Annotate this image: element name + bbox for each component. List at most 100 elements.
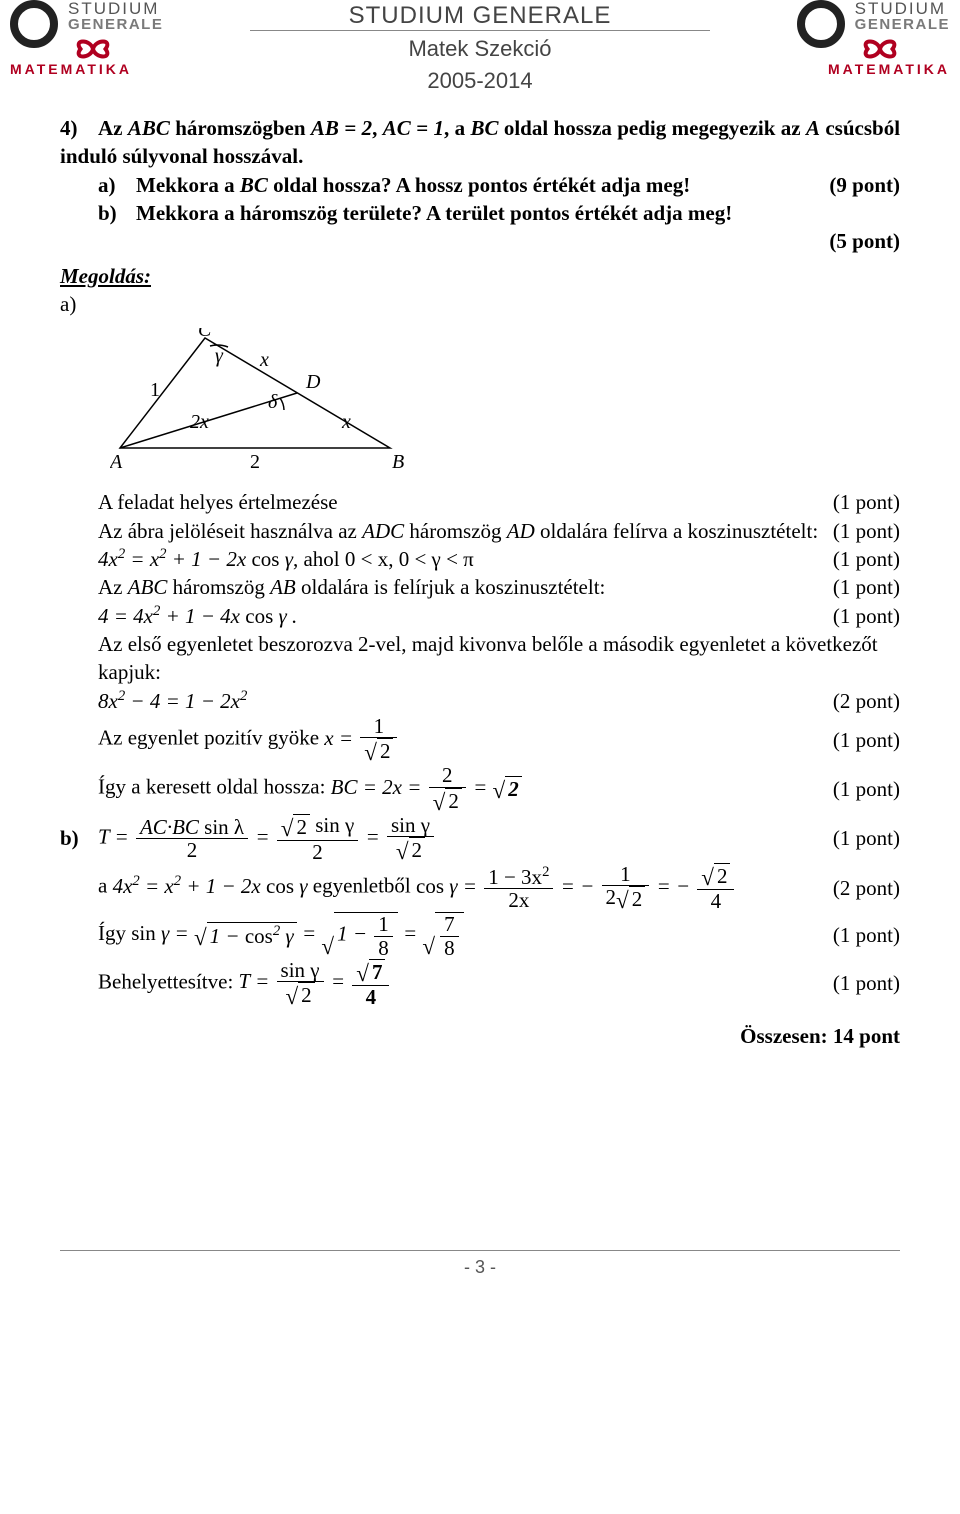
points-b: (5 pont)	[60, 227, 900, 255]
v: ADC	[362, 519, 404, 543]
v: ABC	[128, 116, 170, 140]
t: háromszög	[167, 575, 270, 599]
lbl-xt: x	[259, 349, 269, 371]
t: Az ABC háromszög AB oldalára is felírjuk…	[98, 573, 813, 601]
t: Így sin γ = √ 1 − cos2 γ = √ 1 − 1 8 = √…	[98, 912, 813, 958]
t: Behelyettesítve: T = sin γ √ 2 = √7 4	[98, 959, 813, 1008]
t: Az	[98, 116, 128, 140]
v: ABC	[128, 575, 168, 599]
line-10: b) T = AC·BC sin λ 2 = √ 2 sin γ 2 = sin…	[60, 814, 900, 863]
pts: (1 pont)	[813, 488, 900, 516]
matek-right: MATEMATIKA	[828, 60, 950, 79]
t: Mekkora a háromszög területe? A terület …	[136, 201, 732, 225]
line-3: 4x2 = x2 + 1 − 2x cos γ, ahol 0 < x, 0 <…	[98, 545, 900, 573]
header-title-3: 2005-2014	[60, 66, 900, 96]
t: Mekkora a	[136, 173, 240, 197]
pts: (1 pont)	[813, 602, 900, 630]
page-header: STUDIUM GENERALE Matek Szekció 2005-2014…	[60, 0, 900, 110]
pts: (1 pont)	[813, 969, 900, 997]
v: A	[806, 116, 820, 140]
t: a	[98, 874, 113, 898]
t: Behelyettesítve:	[98, 969, 239, 993]
part-a-label: a)	[60, 290, 900, 318]
t: , a	[444, 116, 470, 140]
triangle-figure: A B C D 1 2 2x x x γ δ	[110, 328, 900, 478]
eq: AC = 1	[383, 116, 444, 140]
lbl-A: A	[110, 451, 123, 473]
line-8: Az egyenlet pozitív gyöke x = 1 √ 2 (1 p…	[98, 715, 900, 764]
pts: (1 pont)	[813, 573, 900, 601]
brand-right: STUDIUM GENERALE	[855, 0, 950, 62]
logo-right: STUDIUM GENERALE	[797, 0, 950, 62]
lbl-2: 2	[250, 451, 260, 473]
solution-body: A feladat helyes értelmezése (1 pont) Az…	[60, 488, 900, 813]
header-title-2: Matek Szekció	[60, 34, 900, 64]
t: Az egyenlet pozitív gyöke	[98, 726, 324, 750]
v: BC	[470, 116, 498, 140]
line-4: Az ABC háromszög AB oldalára is felírjuk…	[98, 573, 900, 601]
lbl-xb: x	[341, 411, 351, 433]
lbl-2x: 2x	[190, 411, 209, 433]
header-title-1: STUDIUM GENERALE	[60, 0, 900, 32]
ring-icon	[10, 0, 58, 48]
problem-statement: 4)Az ABC háromszögben AB = 2, AC = 1, a …	[60, 114, 900, 256]
brand-line-1: STUDIUM	[68, 0, 163, 17]
pts: (2 pont)	[813, 874, 900, 902]
t: A feladat helyes értelmezése	[98, 488, 813, 516]
b-label: b)	[60, 824, 98, 852]
pts: (2 pont)	[813, 687, 900, 715]
brand-line-2: GENERALE	[855, 17, 950, 32]
t: háromszögben	[170, 116, 311, 140]
brand-left: STUDIUM GENERALE	[68, 0, 163, 62]
page: STUDIUM GENERALE Matek Szekció 2005-2014…	[0, 0, 960, 1320]
logo-left: STUDIUM GENERALE	[10, 0, 163, 62]
problem-a: a)Mekkora a BC oldal hossza? A hossz pon…	[60, 171, 900, 199]
line-6: Az első egyenletet beszorozva 2-vel, maj…	[98, 630, 900, 687]
t: , ahol 0 < x, 0 < γ < π	[293, 547, 474, 571]
lbl-B: B	[392, 451, 404, 473]
solution-heading: Megoldás:	[60, 262, 900, 290]
t: a 4x2 = x2 + 1 − 2x cos γ egyenletből co…	[98, 863, 813, 912]
total-points: Összesen: 14 pont	[98, 1022, 900, 1050]
pts: (1 pont)	[813, 726, 900, 754]
v: AB	[270, 575, 296, 599]
t: Így a keresett oldal hossza: BC = 2x = 2…	[98, 764, 813, 813]
t: oldalára is felírjuk a koszinusztételt:	[296, 575, 606, 599]
v: BC	[240, 173, 268, 197]
line-13: Behelyettesítve: T = sin γ √ 2 = √7 4 (1…	[98, 959, 900, 1008]
infinity-icon	[68, 36, 118, 62]
t: egyenletből	[313, 874, 416, 898]
t: háromszög	[404, 519, 507, 543]
t: oldal hossza pedig megegyezik az	[498, 116, 806, 140]
problem-b: b)Mekkora a háromszög területe? A terüle…	[60, 199, 900, 227]
pts: (1 pont)	[813, 921, 900, 949]
pts: (1 pont)	[813, 545, 900, 573]
pts: (1 pont)	[813, 824, 900, 852]
eq: 8x2 − 4 = 1 − 2x2	[98, 687, 813, 715]
line-2: Az ábra jelöléseit használva az ADC háro…	[98, 517, 900, 545]
eq: 4x2 = x2 + 1 − 2x cos γ, ahol 0 < x, 0 <…	[98, 545, 813, 573]
line-7: 8x2 − 4 = 1 − 2x2 (2 pont)	[98, 687, 900, 715]
page-footer: - 3 -	[60, 1250, 900, 1279]
problem-number: 4)	[60, 114, 98, 142]
lbl-1: 1	[150, 379, 160, 401]
brand-line-2: GENERALE	[68, 17, 163, 32]
matek-left: MATEMATIKA	[10, 60, 132, 79]
lbl-C: C	[198, 328, 212, 341]
gamma: γ	[215, 345, 224, 367]
line-11: a 4x2 = x2 + 1 − 2x cos γ egyenletből co…	[98, 863, 900, 912]
eq: 4 = 4x2 + 1 − 4x cos γ .	[98, 602, 813, 630]
ring-icon	[797, 0, 845, 48]
lbl-D: D	[305, 371, 321, 393]
t: Az ábra jelöléseit használva az	[98, 519, 362, 543]
line-1: A feladat helyes értelmezése (1 pont)	[98, 488, 900, 516]
solution-b: a 4x2 = x2 + 1 − 2x cos γ egyenletből co…	[60, 863, 900, 1050]
t: Az	[98, 575, 128, 599]
pts: (1 pont)	[833, 517, 900, 545]
line-9: Így a keresett oldal hossza: BC = 2x = 2…	[98, 764, 900, 813]
triangle-svg: A B C D 1 2 2x x x γ δ	[110, 328, 420, 478]
eq: AB = 2	[311, 116, 372, 140]
b-label: b)	[98, 199, 136, 227]
eq: T = AC·BC sin λ 2 = √ 2 sin γ 2 = sin γ …	[98, 814, 813, 863]
line-12: Így sin γ = √ 1 − cos2 γ = √ 1 − 1 8 = √…	[98, 912, 900, 958]
